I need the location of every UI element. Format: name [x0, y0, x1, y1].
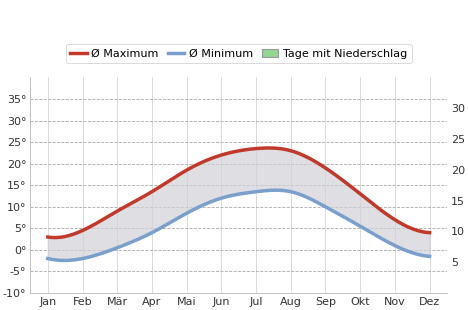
Legend: Ø Maximum, Ø Minimum, Tage mit Niederschlag: Ø Maximum, Ø Minimum, Tage mit Niedersch…: [66, 44, 411, 63]
